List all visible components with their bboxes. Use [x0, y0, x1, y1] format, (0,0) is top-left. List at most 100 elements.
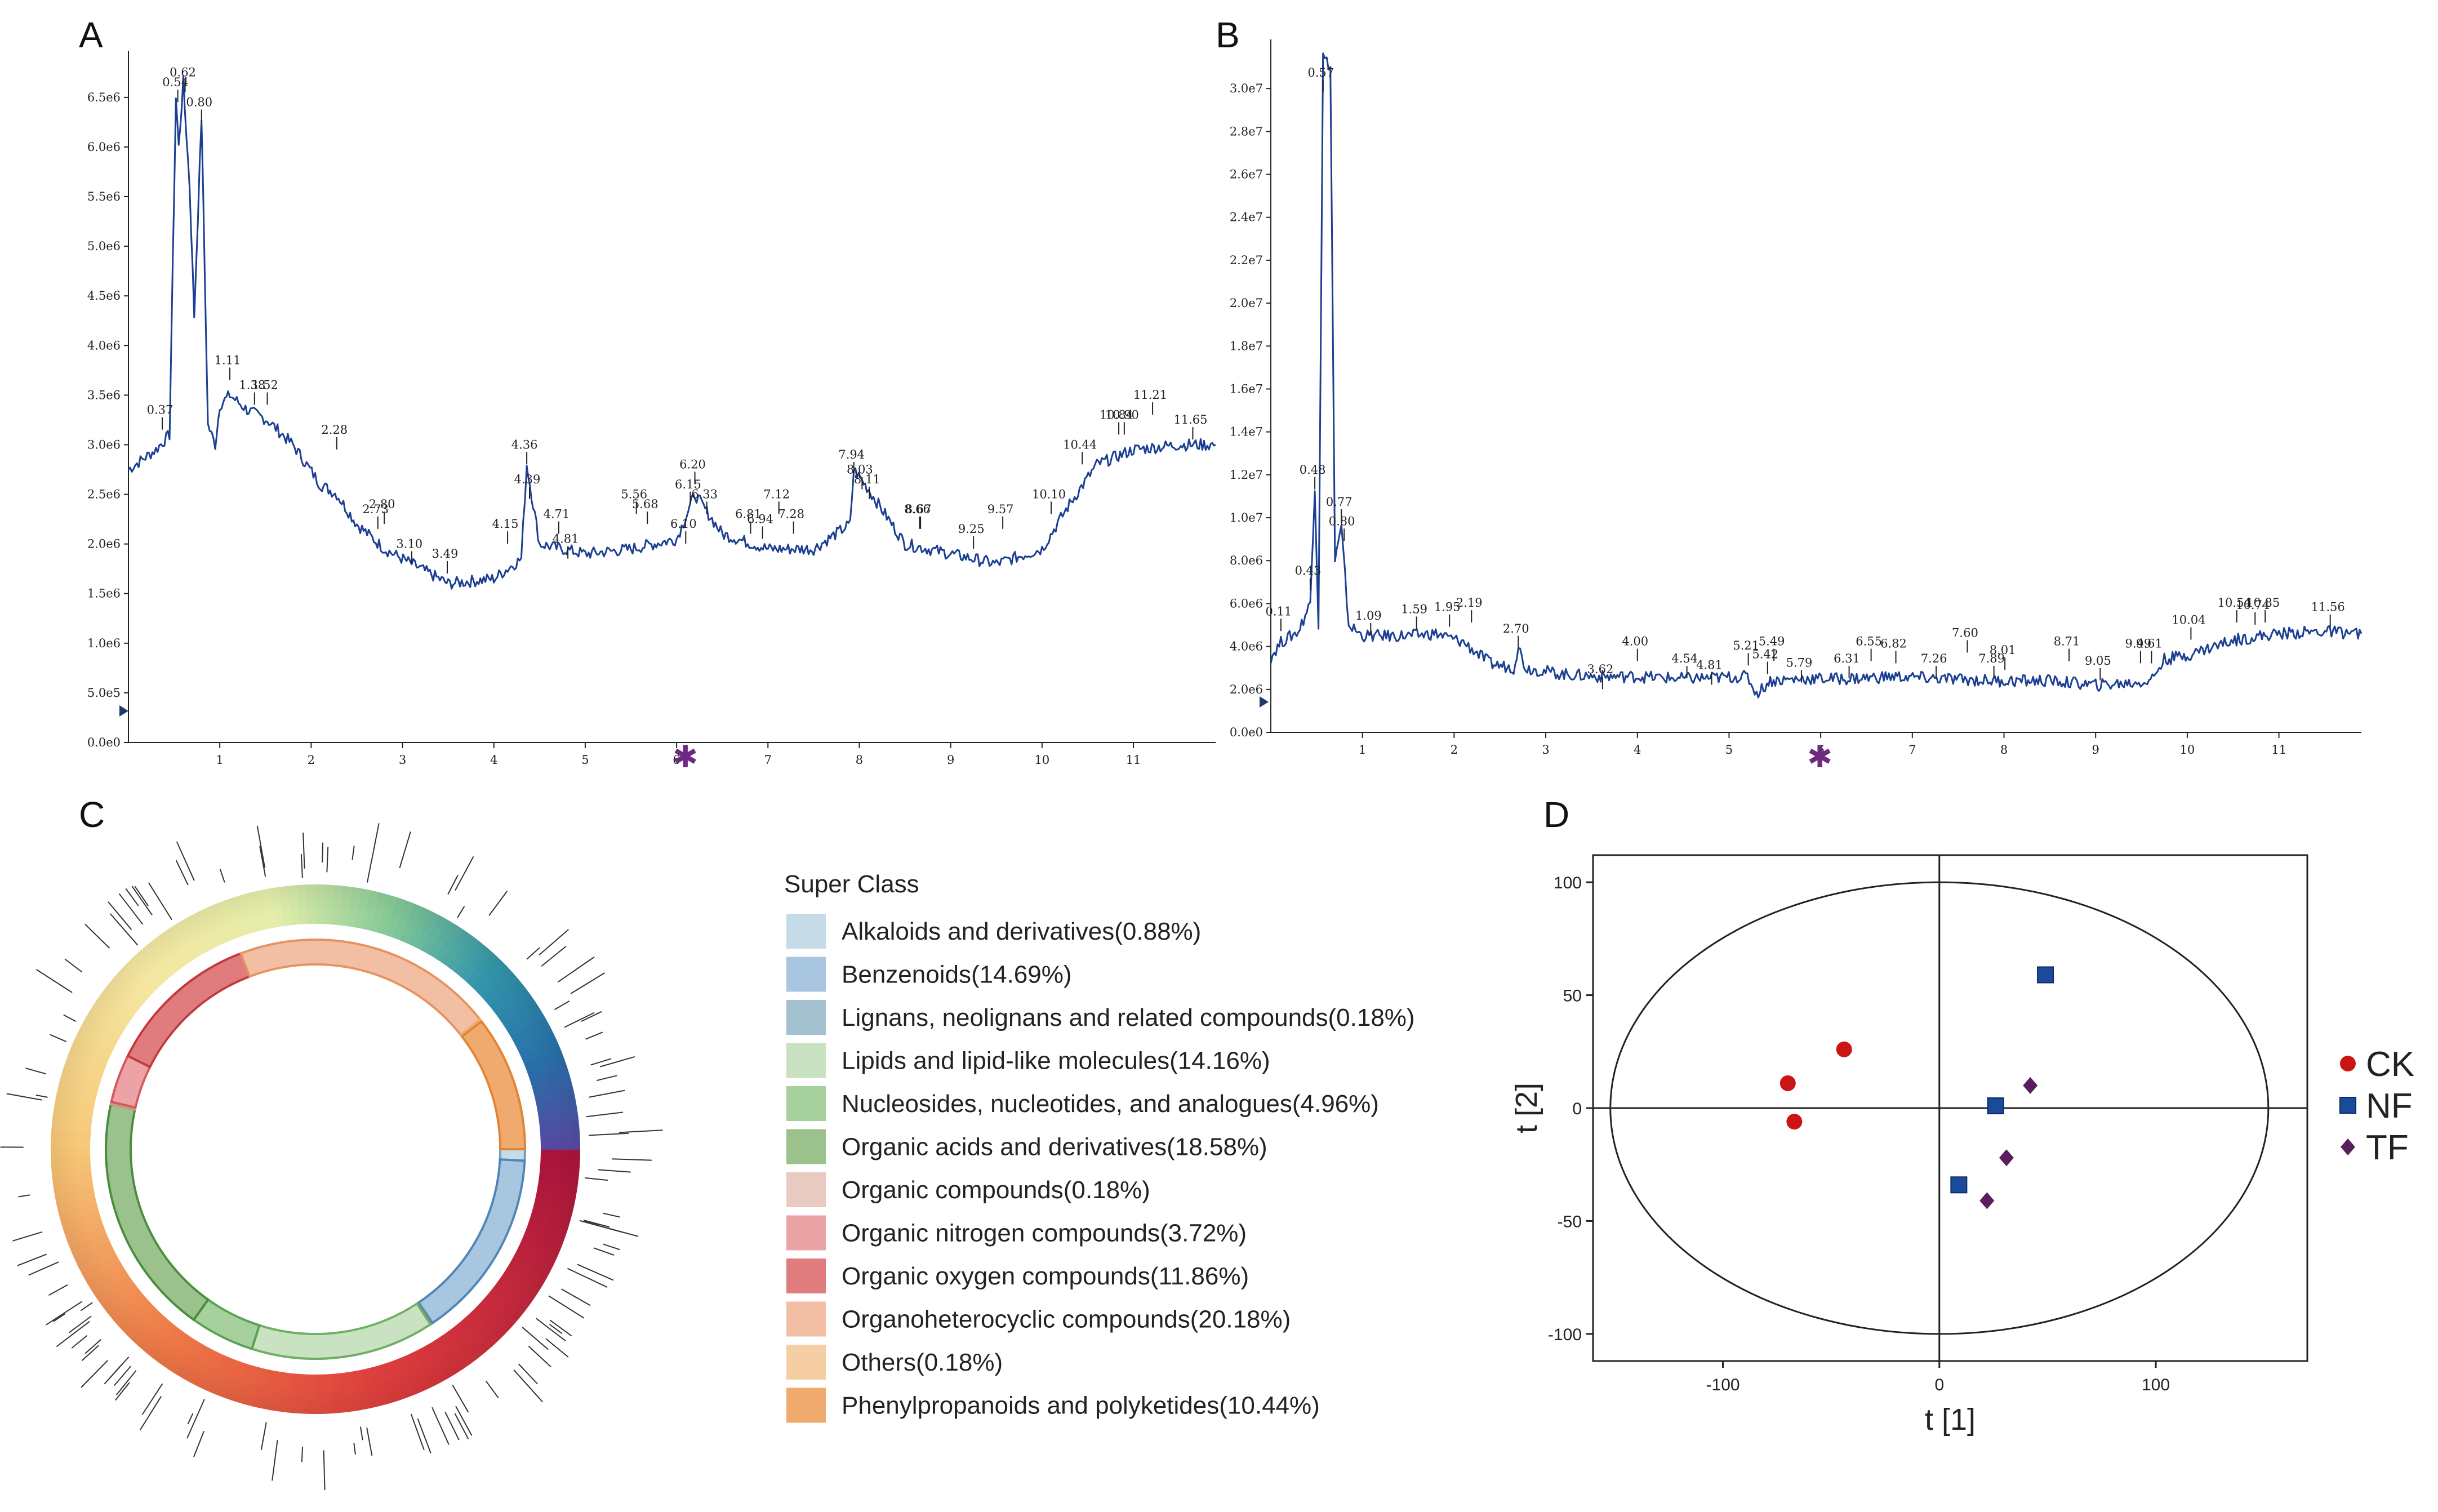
peak-label: 10.44 — [1063, 438, 1097, 451]
legend-entry: Nucleosides, nucleotides, and analogues(… — [842, 1090, 1379, 1118]
outer-tick — [536, 1318, 566, 1341]
outer-tick — [35, 1094, 48, 1098]
peak-label: 4.39 — [514, 473, 541, 486]
pca-point-ck — [1786, 1114, 1803, 1130]
peak-label: 4.81 — [1696, 659, 1723, 672]
outer-tick — [28, 1261, 59, 1276]
outer-tick — [619, 1129, 663, 1133]
y-tick-label: 2.8e7 — [1230, 124, 1263, 138]
outer-tick — [326, 847, 329, 873]
y-axis-label: t [2] — [1510, 1083, 1543, 1133]
outer-tick — [554, 1000, 570, 1011]
outer-tick — [598, 1169, 631, 1173]
y-tick-label: 5.0e5 — [87, 686, 121, 700]
outer-tick — [148, 882, 172, 920]
x-tick-label: 11 — [1126, 753, 1141, 767]
pca-point-tf — [1999, 1149, 2014, 1167]
x-tick-label: 10 — [1034, 753, 1049, 767]
y-tick-label: 0.0e0 — [87, 736, 121, 749]
peak-label: 5.56 — [621, 487, 647, 501]
outer-tick — [131, 886, 153, 915]
legend-entry: Organic compounds(0.18%) — [842, 1176, 1150, 1204]
legend-swatch — [786, 914, 826, 949]
outer-tick — [176, 841, 195, 881]
peak-label: 10.10 — [1032, 487, 1066, 501]
x-tick-label: 1 — [1359, 743, 1366, 757]
panel-c-label: C — [79, 794, 105, 835]
panel-b-label: B — [1216, 15, 1240, 55]
x-tick-label: 4 — [490, 753, 497, 767]
outer-tick — [17, 1253, 47, 1266]
outer-tick — [417, 1418, 431, 1454]
x-tick-label: 9 — [2092, 743, 2099, 757]
peak-label: 8.11 — [854, 473, 880, 486]
outer-tick — [560, 1288, 591, 1306]
peak-label: 10.54 — [2218, 596, 2252, 610]
outer-tick — [256, 825, 266, 868]
peak-label: 0.37 — [147, 403, 173, 417]
outer-tick — [603, 1212, 620, 1218]
chromatogram-b: B 1 2 3 4 5 6 7 8 9 10 11 0.0e0 2.0e6 4.0e6 6.0e6 8.0e6… — [1216, 15, 2363, 775]
y-tick-label: 2.0e6 — [1230, 683, 1263, 696]
outer-tick — [541, 946, 567, 967]
outer-tick — [399, 831, 411, 869]
outer-tick — [485, 1380, 499, 1398]
peak-label: 11.65 — [1173, 413, 1207, 426]
outer-tick — [585, 1031, 603, 1040]
outer-tick — [557, 956, 595, 983]
y-tick-label: 3.0e6 — [87, 438, 121, 451]
outer-tick — [300, 854, 303, 878]
peak-label: 8.67 — [905, 502, 932, 516]
outer-tick — [549, 1319, 572, 1337]
outer-tick — [522, 1327, 549, 1350]
y-tick-label: 3.0e7 — [1230, 82, 1263, 95]
panel-d-label: D — [1543, 794, 1569, 835]
pca-point-nf — [1987, 1097, 2004, 1114]
y-tick-label: 3.5e6 — [87, 388, 121, 402]
x-tick-label: 100 — [2142, 1376, 2170, 1394]
chromatogram-b-axes: 1 2 3 4 5 6 7 8 9 10 11 0.0e0 2.0e6 4.0e6 6.0e6 8.0e6 1.… — [1230, 39, 2361, 757]
outer-tick — [367, 861, 372, 883]
y-tick-label: 1.6e7 — [1230, 382, 1263, 395]
x-tick-label: 8 — [2000, 743, 2008, 757]
peak-label: 8.66 — [904, 502, 931, 516]
legend-swatch — [786, 1301, 826, 1337]
legend-swatch — [786, 1345, 826, 1380]
outer-tick — [612, 1158, 652, 1161]
pca-points — [1779, 966, 2054, 1209]
peak-label: 3.10 — [396, 537, 422, 550]
peak-label: 1.95 — [1434, 601, 1461, 614]
peak-label: 0.77 — [1326, 495, 1353, 509]
outer-tick — [371, 823, 380, 863]
donut-center — [132, 966, 499, 1333]
peak-label: 8.03 — [847, 463, 873, 476]
x-axis-label: t [1] — [1925, 1403, 1976, 1437]
legend-swatch — [786, 1388, 826, 1423]
y-tick-label: 2.5e6 — [87, 488, 121, 501]
superclass-legend: Alkaloids and derivatives(0.88%) Benzenoi… — [786, 914, 1415, 1423]
legend-label-ck: CK — [2366, 1045, 2414, 1084]
y-tick-label: 1.8e7 — [1230, 339, 1263, 353]
peak-label: 0.62 — [170, 66, 196, 79]
outer-tick — [488, 891, 508, 916]
outer-tick — [6, 1093, 43, 1101]
superclass-donut: C Super Class Alkaloids and derivatives(… — [0, 794, 1415, 1490]
peak-label: 10.84 — [1100, 408, 1133, 421]
confidence-ellipse — [1609, 881, 2270, 1335]
chromatogram-a: A 1 2 3 4 5 6 7 8 9 10 11 0.0e0 5.0e5 1.0e6 1.5e6 2.0e6… — [79, 15, 1216, 775]
legend-swatch — [786, 1000, 826, 1035]
outer-tick — [187, 1413, 194, 1425]
legend-entry: Lipids and lipid-like molecules(14.16%) — [842, 1047, 1270, 1075]
chromatogram-a-peak-labels: 0.620.540.800.371.111.381.522.282.732.80… — [147, 66, 1208, 574]
chromatogram-line — [1270, 52, 2363, 699]
outer-tick — [141, 1383, 163, 1415]
legend-entry: Organic nitrogen compounds(3.72%) — [842, 1220, 1247, 1247]
outer-tick — [272, 1440, 278, 1481]
outer-tick — [593, 1247, 615, 1256]
peak-label: 0.80 — [186, 95, 212, 109]
y-tick-label: 4.5e6 — [87, 289, 121, 303]
legend-swatch — [786, 957, 826, 992]
outer-tick — [513, 1369, 543, 1403]
